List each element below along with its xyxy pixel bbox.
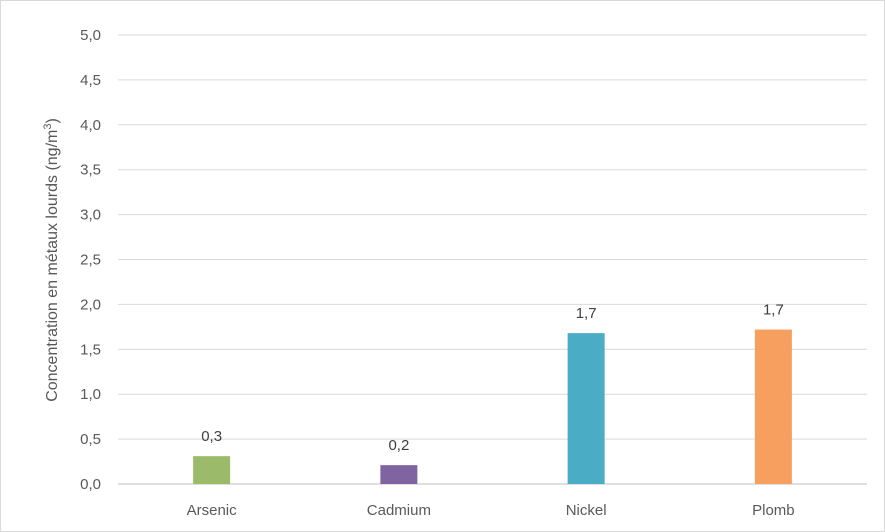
y-axis-ticks: 0,0 0,5 1,0 1,5 2,0 2,5 3,0 3,5 4,0 4,5 5,0	[80, 27, 101, 493]
data-label-arsenic: 0,3	[201, 428, 222, 445]
data-label-cadmium: 0,2	[388, 437, 409, 454]
y-axis-title-end: )	[44, 118, 61, 123]
y-tick-label: 4,5	[80, 72, 101, 89]
bar-cadmium	[380, 465, 418, 484]
grid-layer	[118, 34, 867, 485]
y-axis-title: Concentration en métaux lourds (ng/m3)	[42, 118, 61, 402]
y-tick-label: 4,0	[80, 117, 101, 134]
y-tick-label: 0,5	[80, 431, 101, 448]
y-tick-label: 1,0	[80, 386, 101, 403]
x-axis-categories: Arsenic Cadmium Nickel Plomb	[187, 502, 795, 519]
bar-nickel	[567, 333, 605, 484]
y-tick-label: 1,5	[80, 341, 101, 358]
bars	[193, 329, 792, 484]
y-tick-label: 5,0	[80, 27, 101, 44]
y-tick-label: 0,0	[80, 476, 101, 493]
data-labels: 0,3 0,2 1,7 1,7	[201, 302, 784, 455]
x-category-label-plomb: Plomb	[752, 502, 795, 519]
y-tick-label: 2,5	[80, 252, 101, 269]
bar-arsenic	[193, 456, 231, 484]
data-label-nickel: 1,7	[576, 305, 597, 322]
y-tick-label: 3,5	[80, 162, 101, 179]
bar-plomb	[754, 329, 792, 484]
y-tick-label: 3,0	[80, 207, 101, 224]
x-category-label-nickel: Nickel	[566, 502, 607, 519]
data-label-plomb: 1,7	[763, 302, 784, 319]
x-category-label-cadmium: Cadmium	[367, 502, 431, 519]
y-tick-label: 2,0	[80, 296, 101, 313]
y-axis-title-superscript: 3	[42, 124, 54, 130]
x-category-label-arsenic: Arsenic	[187, 502, 238, 519]
y-axis-title-main: Concentration en métaux lourds (ng/m	[44, 130, 61, 402]
